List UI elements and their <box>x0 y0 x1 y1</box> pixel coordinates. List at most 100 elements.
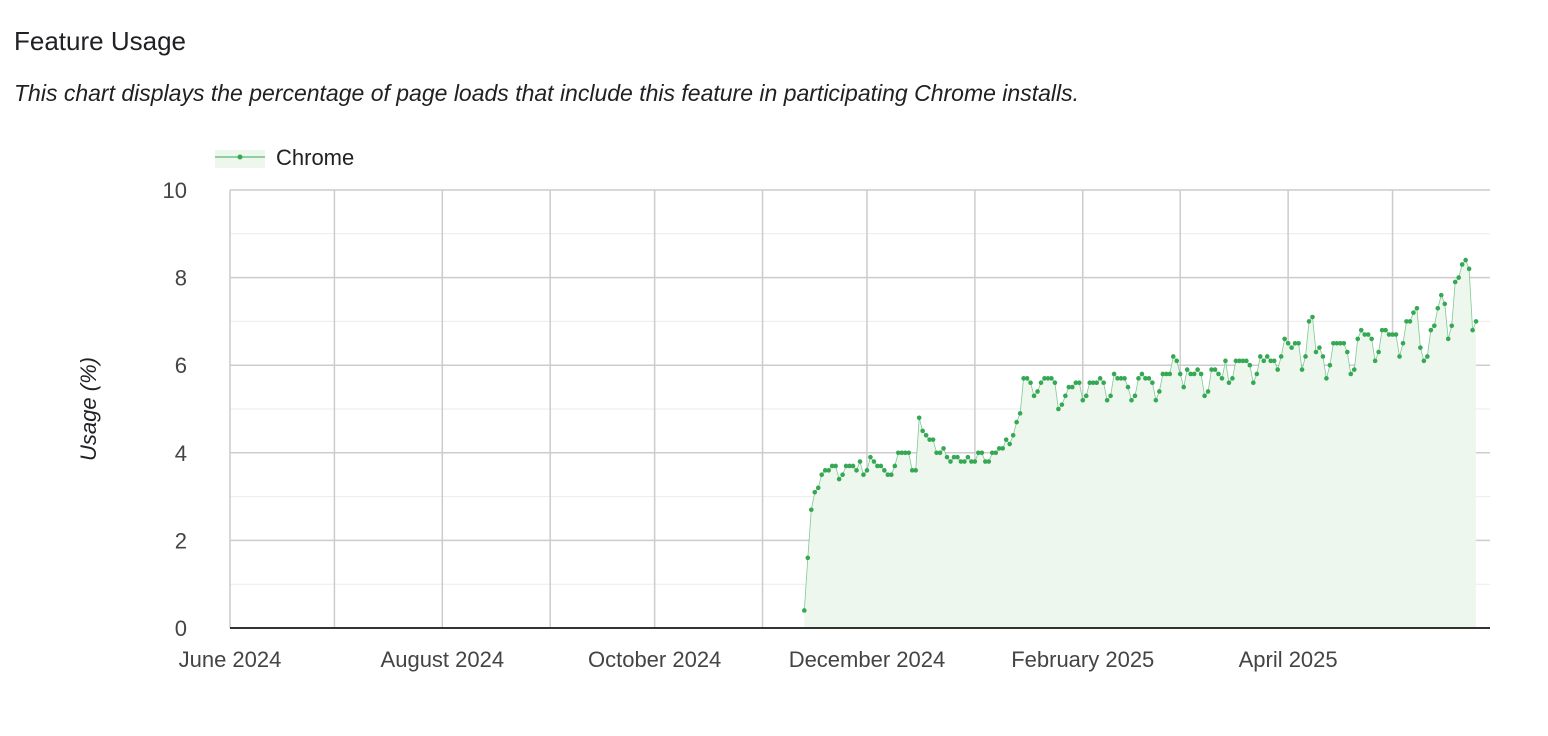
data-point <box>1007 441 1012 447</box>
data-point <box>1442 301 1448 307</box>
data-point <box>1438 292 1444 298</box>
data-point <box>1393 332 1399 337</box>
data-point <box>1425 354 1430 359</box>
data-point <box>1369 336 1374 342</box>
data-point <box>1240 358 1246 364</box>
legend[interactable]: Chrome <box>215 145 354 170</box>
data-point <box>972 459 978 464</box>
data-point <box>1257 354 1263 359</box>
data-point <box>1271 358 1277 364</box>
data-point <box>948 459 953 464</box>
data-point <box>822 468 828 473</box>
data-point <box>1348 371 1354 377</box>
y-axis-label: Usage (%) <box>76 357 101 461</box>
data-point <box>829 463 835 469</box>
axes: 0 2 4 6 8 10 June 2024 August 2024 October 2024 D… <box>163 178 1490 672</box>
data-point <box>1049 376 1054 381</box>
data-point <box>1017 411 1023 416</box>
data-point <box>1003 437 1009 442</box>
data-point <box>1411 310 1416 315</box>
x-tick-label: August 2024 <box>381 647 505 672</box>
data-point <box>1090 380 1096 386</box>
data-point <box>1070 384 1075 390</box>
data-point <box>1014 419 1019 425</box>
data-point <box>1449 323 1455 329</box>
data-point <box>930 437 936 442</box>
x-tick-label: June 2024 <box>179 647 282 672</box>
data-point <box>1397 354 1402 359</box>
data-point <box>916 415 922 421</box>
data-point <box>843 463 849 469</box>
data-point <box>1195 367 1200 372</box>
data-point <box>1010 432 1016 438</box>
data-point <box>889 472 894 478</box>
data-point <box>875 463 880 469</box>
page-title: Feature Usage <box>14 26 186 56</box>
data-point <box>1108 393 1113 399</box>
data-point <box>1334 341 1340 346</box>
y-tick-label: 6 <box>175 353 187 378</box>
data-point <box>1390 332 1395 337</box>
data-point <box>836 476 842 482</box>
data-point <box>885 472 891 478</box>
data-point <box>1247 362 1253 368</box>
data-point <box>895 450 901 456</box>
data-point <box>1160 371 1166 377</box>
data-point <box>850 463 856 469</box>
data-point <box>1198 371 1204 377</box>
data-point <box>1129 397 1134 403</box>
data-point <box>1087 380 1093 386</box>
data-point <box>993 450 999 456</box>
data-point <box>1313 349 1319 355</box>
data-point <box>1038 380 1044 386</box>
data-point <box>902 450 908 456</box>
data-point <box>802 608 807 613</box>
data-point <box>1470 327 1475 333</box>
data-point <box>805 555 811 561</box>
data-point <box>941 446 946 451</box>
data-point <box>1132 393 1138 399</box>
data-point <box>1028 380 1033 386</box>
data-point <box>815 485 821 491</box>
data-point <box>1111 371 1117 377</box>
data-point <box>1153 397 1159 403</box>
data-point <box>1383 327 1388 333</box>
data-point <box>909 468 915 473</box>
y-tick-label: 10 <box>163 178 187 203</box>
data-point <box>1275 367 1280 372</box>
data-point <box>826 468 831 473</box>
data-point <box>1174 358 1180 364</box>
data-point <box>1080 397 1086 403</box>
data-point <box>1376 349 1381 355</box>
data-point <box>1122 376 1127 381</box>
data-point <box>1473 319 1479 324</box>
data-point <box>1063 393 1068 399</box>
data-point <box>1310 314 1315 320</box>
data-point <box>1167 371 1173 377</box>
data-point <box>1251 380 1256 386</box>
series-points <box>802 257 1479 613</box>
data-point <box>1317 345 1322 350</box>
data-point <box>819 472 825 478</box>
data-point <box>1139 371 1145 377</box>
data-point <box>868 454 873 460</box>
data-point <box>1097 376 1103 381</box>
data-point <box>871 459 877 464</box>
data-point <box>857 459 863 464</box>
y-tick-label: 2 <box>175 528 187 553</box>
data-point <box>989 450 995 456</box>
data-point <box>1331 341 1336 346</box>
data-point <box>1073 380 1079 386</box>
data-point <box>1452 279 1458 285</box>
data-point <box>899 450 905 456</box>
data-point <box>1421 358 1427 364</box>
data-point <box>1296 341 1301 346</box>
data-point <box>1463 257 1468 263</box>
data-point <box>1226 380 1232 386</box>
data-point <box>1045 376 1051 381</box>
data-point <box>1365 332 1371 337</box>
data-point <box>1104 397 1110 403</box>
data-point <box>1418 345 1423 350</box>
data-point <box>840 472 845 478</box>
